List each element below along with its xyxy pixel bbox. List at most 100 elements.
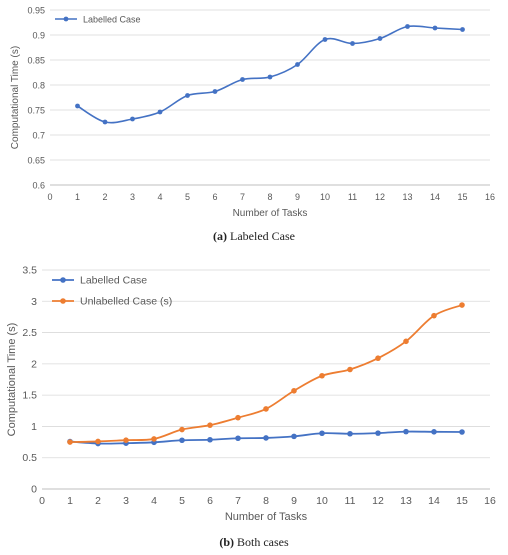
x-tick-label: 4	[151, 495, 157, 507]
data-point	[179, 426, 185, 433]
x-tick-label: 12	[372, 495, 384, 507]
x-tick-label: 9	[295, 192, 300, 202]
y-tick-label: 0.6	[32, 181, 45, 191]
data-point	[350, 41, 355, 46]
y-tick-label: 0.75	[27, 106, 45, 116]
data-point	[67, 439, 73, 445]
x-axis-title: Number of Tasks	[233, 208, 308, 219]
x-tick-label: 0	[39, 495, 45, 507]
legend-label: Labelled Case	[83, 15, 141, 25]
legend-marker	[60, 298, 66, 304]
x-tick-label: 15	[456, 495, 468, 507]
x-tick-label: 1	[75, 192, 80, 202]
x-tick-label: 6	[207, 495, 213, 507]
data-point	[207, 422, 213, 428]
y-tick-label: 0.85	[27, 56, 45, 66]
data-point	[151, 436, 157, 442]
y-tick-label: 0	[31, 484, 37, 496]
series-line	[77, 25, 463, 124]
data-point	[459, 429, 465, 435]
y-tick-label: 0.65	[27, 156, 45, 166]
series-line	[69, 304, 463, 443]
y-axis-title: Computational Time (s)	[6, 323, 18, 437]
y-tick-label: 0.7	[32, 131, 45, 141]
data-point	[207, 436, 213, 443]
x-tick-label: 13	[400, 495, 412, 507]
data-point	[267, 74, 273, 80]
x-tick-label: 1	[67, 495, 73, 507]
data-point	[212, 89, 218, 94]
x-tick-label: 5	[179, 495, 185, 507]
data-point	[431, 429, 437, 435]
x-tick-label: 16	[485, 192, 495, 202]
x-tick-label: 16	[484, 495, 496, 507]
y-tick-label: 0.95	[27, 6, 45, 16]
x-tick-label: 14	[430, 192, 440, 202]
data-point	[403, 428, 409, 435]
y-tick-label: 3.5	[22, 265, 37, 277]
legend-label: Labelled Case	[80, 275, 147, 287]
data-point	[123, 437, 129, 443]
y-tick-label: 1	[31, 421, 37, 433]
y-tick-label: 1.5	[22, 390, 37, 402]
data-point	[431, 312, 437, 319]
x-tick-label: 10	[320, 192, 330, 202]
data-point	[235, 414, 241, 421]
data-point	[291, 433, 297, 440]
data-point	[319, 430, 325, 437]
data-point	[322, 37, 328, 42]
y-tick-label: 0.8	[32, 81, 45, 91]
data-point	[179, 437, 185, 444]
data-point	[295, 62, 300, 67]
data-point	[375, 430, 381, 436]
x-tick-label: 8	[267, 192, 272, 202]
y-tick-label: 0.5	[22, 452, 37, 464]
x-tick-label: 13	[402, 192, 412, 202]
data-point	[405, 24, 410, 29]
data-point	[432, 25, 438, 31]
chart-both-cases: 00.511.522.533.50 1 2 3 4 5 6 7 8 9 10 11 12 13 14 15 16…	[6, 265, 496, 524]
x-axis-title: Number of Tasks	[225, 511, 308, 523]
legend-marker	[63, 16, 69, 22]
caption-a: (a) Labeled Case	[213, 229, 295, 243]
data-point	[460, 27, 465, 32]
y-tick-label: 3	[31, 296, 37, 308]
chart-labeled-case: 0.60.650.70.750.80.850.90.950 1 2 3 4 5 6 7 8 9 10…	[10, 6, 495, 220]
x-tick-label: 9	[291, 495, 297, 507]
data-point	[403, 338, 409, 345]
x-tick-label: 6	[212, 192, 217, 202]
data-point	[319, 372, 325, 379]
x-tick-label: 2	[95, 495, 101, 507]
x-tick-label: 14	[428, 495, 440, 507]
x-tick-label: 7	[235, 495, 241, 507]
data-point	[263, 435, 269, 441]
x-tick-label: 11	[348, 192, 357, 202]
data-point	[263, 406, 269, 412]
x-tick-label: 3	[123, 495, 129, 507]
x-tick-label: 3	[130, 192, 135, 202]
y-tick-label: 2.5	[22, 327, 37, 339]
data-point	[185, 93, 190, 98]
x-tick-label: 10	[316, 495, 328, 507]
x-tick-label: 11	[345, 495, 356, 507]
x-tick-label: 12	[375, 192, 385, 202]
data-point	[377, 36, 383, 41]
data-point	[235, 435, 241, 442]
data-point	[375, 355, 381, 362]
legend-marker	[60, 277, 66, 283]
x-tick-label: 15	[457, 192, 467, 202]
data-point	[347, 430, 353, 437]
x-tick-label: 5	[185, 192, 190, 202]
x-tick-label: 4	[157, 192, 162, 202]
y-tick-label: 2	[31, 358, 37, 370]
x-tick-label: 8	[263, 495, 269, 507]
x-tick-label: 0	[47, 192, 52, 202]
data-point	[459, 302, 465, 308]
y-axis-title: Computational Time (s)	[10, 46, 21, 149]
x-tick-label: 7	[240, 192, 245, 202]
caption-b: (b) Both cases	[219, 535, 289, 549]
x-tick-label: 2	[102, 192, 107, 202]
data-point	[102, 119, 108, 125]
